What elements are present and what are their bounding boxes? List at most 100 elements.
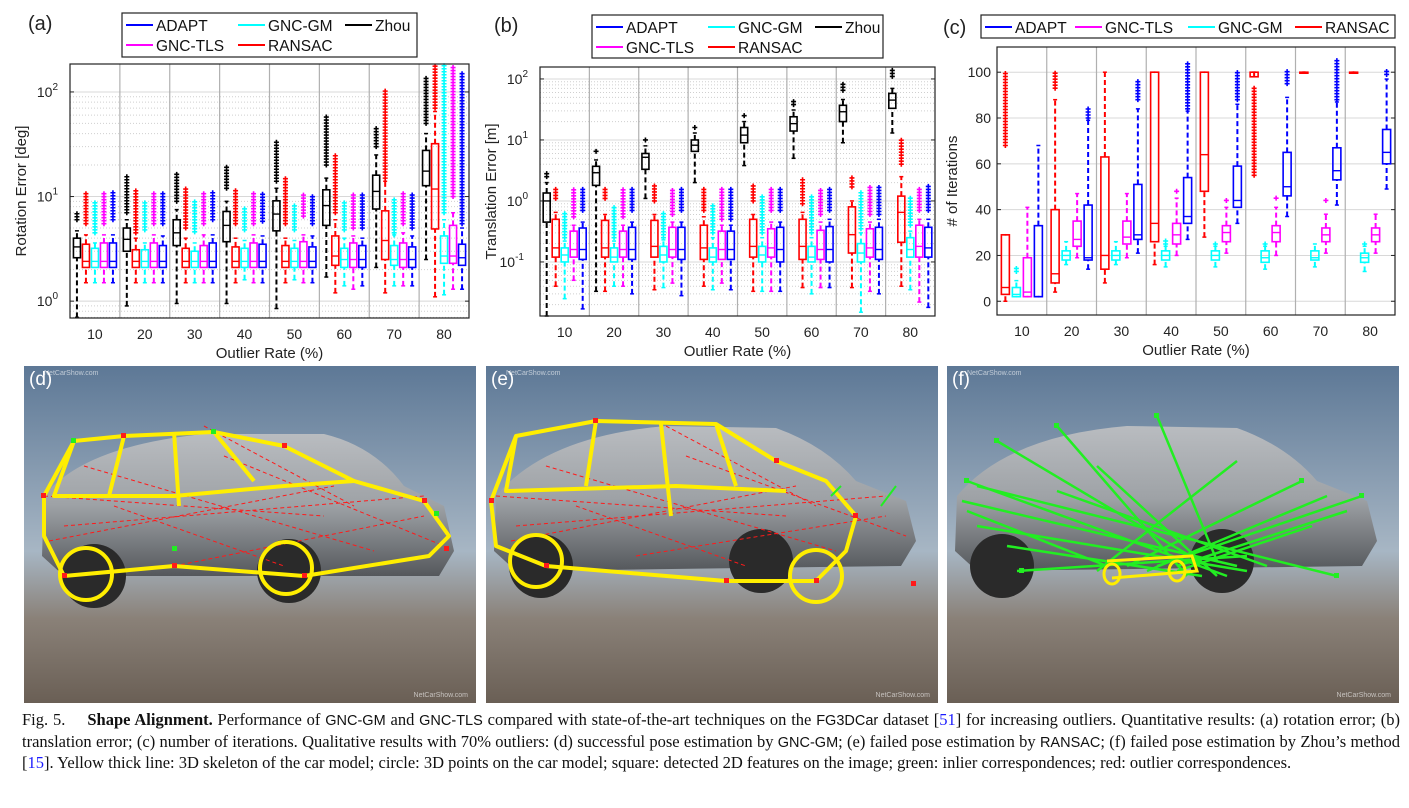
caption-text: FG3DCar	[816, 713, 879, 729]
outlier-markers	[151, 191, 157, 227]
x-tick-label: 80	[436, 326, 452, 342]
outlier-markers	[432, 63, 438, 111]
x-tick-label: 50	[287, 326, 303, 342]
outlier-markers	[300, 192, 306, 219]
box	[708, 247, 718, 263]
caption-text: ; (f) failed pose estimation by Zhou’s m…	[22, 731, 1400, 773]
box	[407, 246, 417, 269]
box	[331, 235, 340, 267]
panel-label-f: (f)	[952, 369, 970, 390]
citation-link[interactable]: 51	[939, 710, 956, 729]
outlier-markers	[110, 190, 116, 223]
outlier-correspondences	[43, 425, 445, 567]
outlier-markers	[1234, 70, 1240, 103]
outlier-markers	[1013, 265, 1019, 274]
outlier-markers	[273, 139, 279, 184]
legend-label: ADAPT	[1015, 20, 1067, 37]
outlier-markers	[382, 88, 388, 181]
citation-link[interactable]: 15	[27, 753, 45, 772]
caption-text: ] for increasing outliers. Quantitative …	[22, 710, 1400, 751]
box	[847, 206, 857, 254]
y-tick-label: 100	[968, 64, 992, 80]
legend-item-ransac: RANSAC	[238, 38, 333, 55]
outlier-markers	[750, 183, 756, 204]
watermark: NetCarShow.com	[506, 370, 561, 377]
legend-label: ADAPT	[626, 20, 678, 37]
y-tick-label: 20	[975, 247, 991, 263]
series-ransac	[551, 137, 906, 293]
box	[1050, 208, 1060, 284]
outlier-markers	[660, 211, 666, 241]
box	[726, 230, 736, 261]
box	[1332, 146, 1342, 181]
box	[1381, 128, 1392, 165]
y-tick-exponent: 1	[522, 130, 528, 141]
x-tick-label: 20	[1064, 323, 1080, 339]
outlier-markers	[183, 186, 189, 231]
y-axis-label: Rotation Error [deg]	[13, 126, 30, 257]
box	[358, 244, 367, 269]
inlier-correspondences	[830, 485, 897, 507]
caption-text: ]. Yellow thick line: 3D skeleton of the…	[44, 753, 1292, 772]
watermark: NetCarShow.com	[1336, 692, 1391, 699]
y-tick-label: 102	[37, 82, 59, 100]
y-tick-base: 40	[975, 202, 991, 218]
outlier-markers	[768, 186, 774, 213]
box	[199, 244, 208, 269]
box	[430, 142, 440, 230]
box	[380, 210, 390, 261]
legend-label: Zhou	[845, 20, 880, 37]
panel-label: (b)	[494, 15, 518, 37]
outlier-markers	[669, 187, 675, 217]
legend-item-ransac: RANSAC	[708, 40, 803, 57]
outlier-markers	[251, 191, 257, 227]
box	[1133, 183, 1143, 241]
x-tick-label: 70	[386, 326, 402, 342]
caption-text: GNC-GM	[325, 713, 386, 729]
inlier-points	[71, 429, 439, 551]
panel-label: (a)	[28, 13, 52, 35]
box	[915, 224, 924, 258]
outlier-markers	[391, 197, 397, 236]
outlier-markers	[620, 187, 626, 220]
outlier-markers	[840, 81, 846, 93]
y-tick-label: 40	[975, 202, 991, 218]
watermark: NetCarShow.com	[967, 370, 1022, 377]
skeleton-3d	[42, 430, 451, 602]
outlier-markers	[291, 203, 297, 233]
outlier-markers	[400, 191, 406, 227]
outlier-markers	[580, 186, 586, 213]
box	[659, 245, 668, 263]
y-tick-base: 60	[975, 156, 991, 172]
series-gnc-gm	[90, 63, 449, 296]
y-tick-exponent: 2	[522, 69, 528, 80]
box	[1100, 156, 1110, 270]
outlier-markers	[341, 200, 347, 233]
series-gnc-tls	[99, 65, 458, 290]
x-tick-label: 10	[557, 324, 573, 340]
outlier-markers	[642, 137, 648, 143]
x-tick-label: 30	[656, 324, 672, 340]
outlier-markers	[1323, 197, 1329, 203]
outlier-markers	[692, 124, 698, 130]
box	[874, 226, 884, 261]
series-gnc-tls	[569, 184, 924, 303]
legend-item-adapt: ADAPT	[985, 20, 1067, 37]
outlier-markers	[459, 71, 465, 227]
outlier-markers	[858, 190, 864, 232]
box	[99, 242, 109, 269]
outlier-markers	[651, 183, 657, 204]
outlier-markers	[562, 211, 568, 241]
y-tick-base: 20	[975, 247, 991, 263]
box	[249, 242, 258, 269]
outlier-markers	[818, 187, 824, 217]
outlier-markers	[332, 153, 338, 216]
y-tick-base: 80	[975, 110, 991, 126]
box	[299, 240, 308, 269]
outlier-markers	[423, 75, 429, 126]
outlier-markers	[350, 192, 356, 231]
detected-features	[41, 433, 449, 578]
outlier-markers	[809, 194, 815, 236]
series-gnc-gm	[560, 190, 915, 313]
legend-item-gnc-gm: GNC-GM	[1188, 20, 1283, 37]
